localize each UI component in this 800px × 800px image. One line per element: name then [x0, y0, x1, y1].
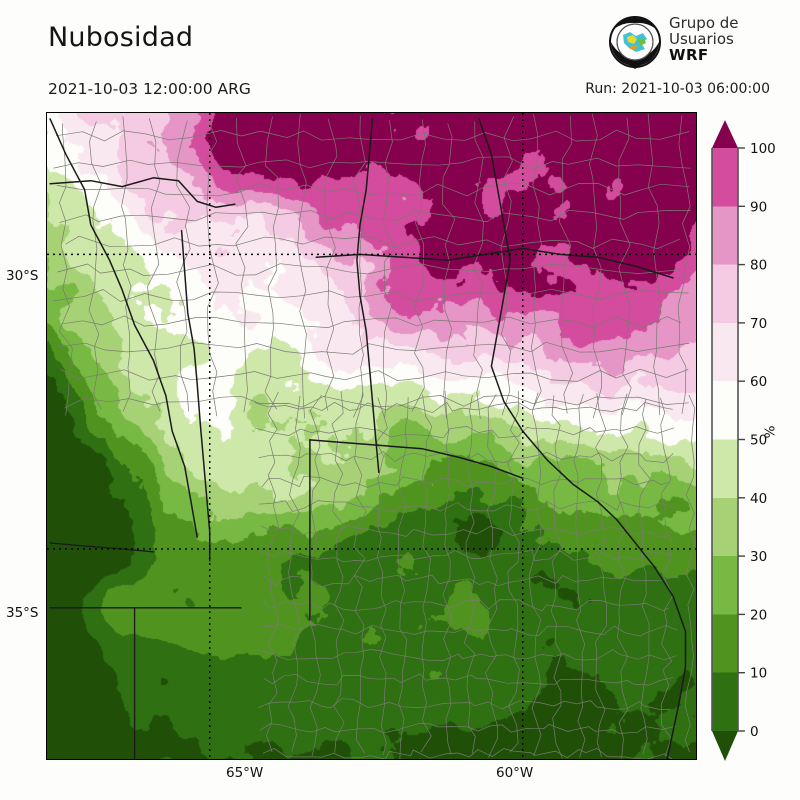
colorbar-tick-80: 80 — [750, 258, 767, 274]
colorbar-tick-60: 60 — [750, 374, 767, 390]
valid-time-label: 2021-10-03 12:00:00 ARG — [48, 80, 251, 98]
axis-label-lon-65w: 65°W — [226, 765, 264, 781]
cloud-cover-raster — [47, 113, 696, 759]
logo-line-3: WRF — [669, 46, 709, 64]
colorbar[interactable]: 0 10 20 30 40 50 60 70 80 90 100 — [700, 112, 800, 772]
logo-line-1: Grupo de — [669, 14, 739, 32]
colorbar-tick-30: 30 — [750, 549, 767, 565]
logo: Grupo de Usuarios WRF — [605, 13, 765, 75]
run-time-label: Run: 2021-10-03 06:00:00 — [585, 81, 770, 97]
colorbar-tick-10: 10 — [750, 666, 767, 682]
colorbar-tick-40: 40 — [750, 491, 767, 507]
page-title: Nubosidad — [48, 22, 194, 53]
logo-text: Grupo de Usuarios WRF — [669, 15, 739, 63]
colorbar-tick-50: 50 — [750, 433, 767, 449]
map-plot-area[interactable] — [46, 112, 697, 760]
axis-label-lon-60w: 60°W — [496, 765, 534, 781]
map-overlay-vectors — [47, 113, 696, 759]
colorbar-scale: 0 10 20 30 40 50 60 70 80 90 100 — [711, 120, 776, 761]
logo-line-2: Usuarios — [669, 30, 734, 48]
axis-label-lat-35s: 35°S — [6, 605, 39, 621]
colorbar-tick-20: 20 — [750, 607, 767, 623]
colorbar-tick-100: 100 — [750, 141, 776, 157]
colorbar-tick-70: 70 — [750, 316, 767, 332]
colorbar-tick-0: 0 — [750, 724, 759, 740]
axis-label-lat-30s: 30°S — [6, 268, 39, 284]
globe-emblem-icon — [609, 16, 661, 69]
colorbar-tick-90: 90 — [750, 199, 767, 215]
colorbar-unit-label: % — [762, 425, 779, 439]
